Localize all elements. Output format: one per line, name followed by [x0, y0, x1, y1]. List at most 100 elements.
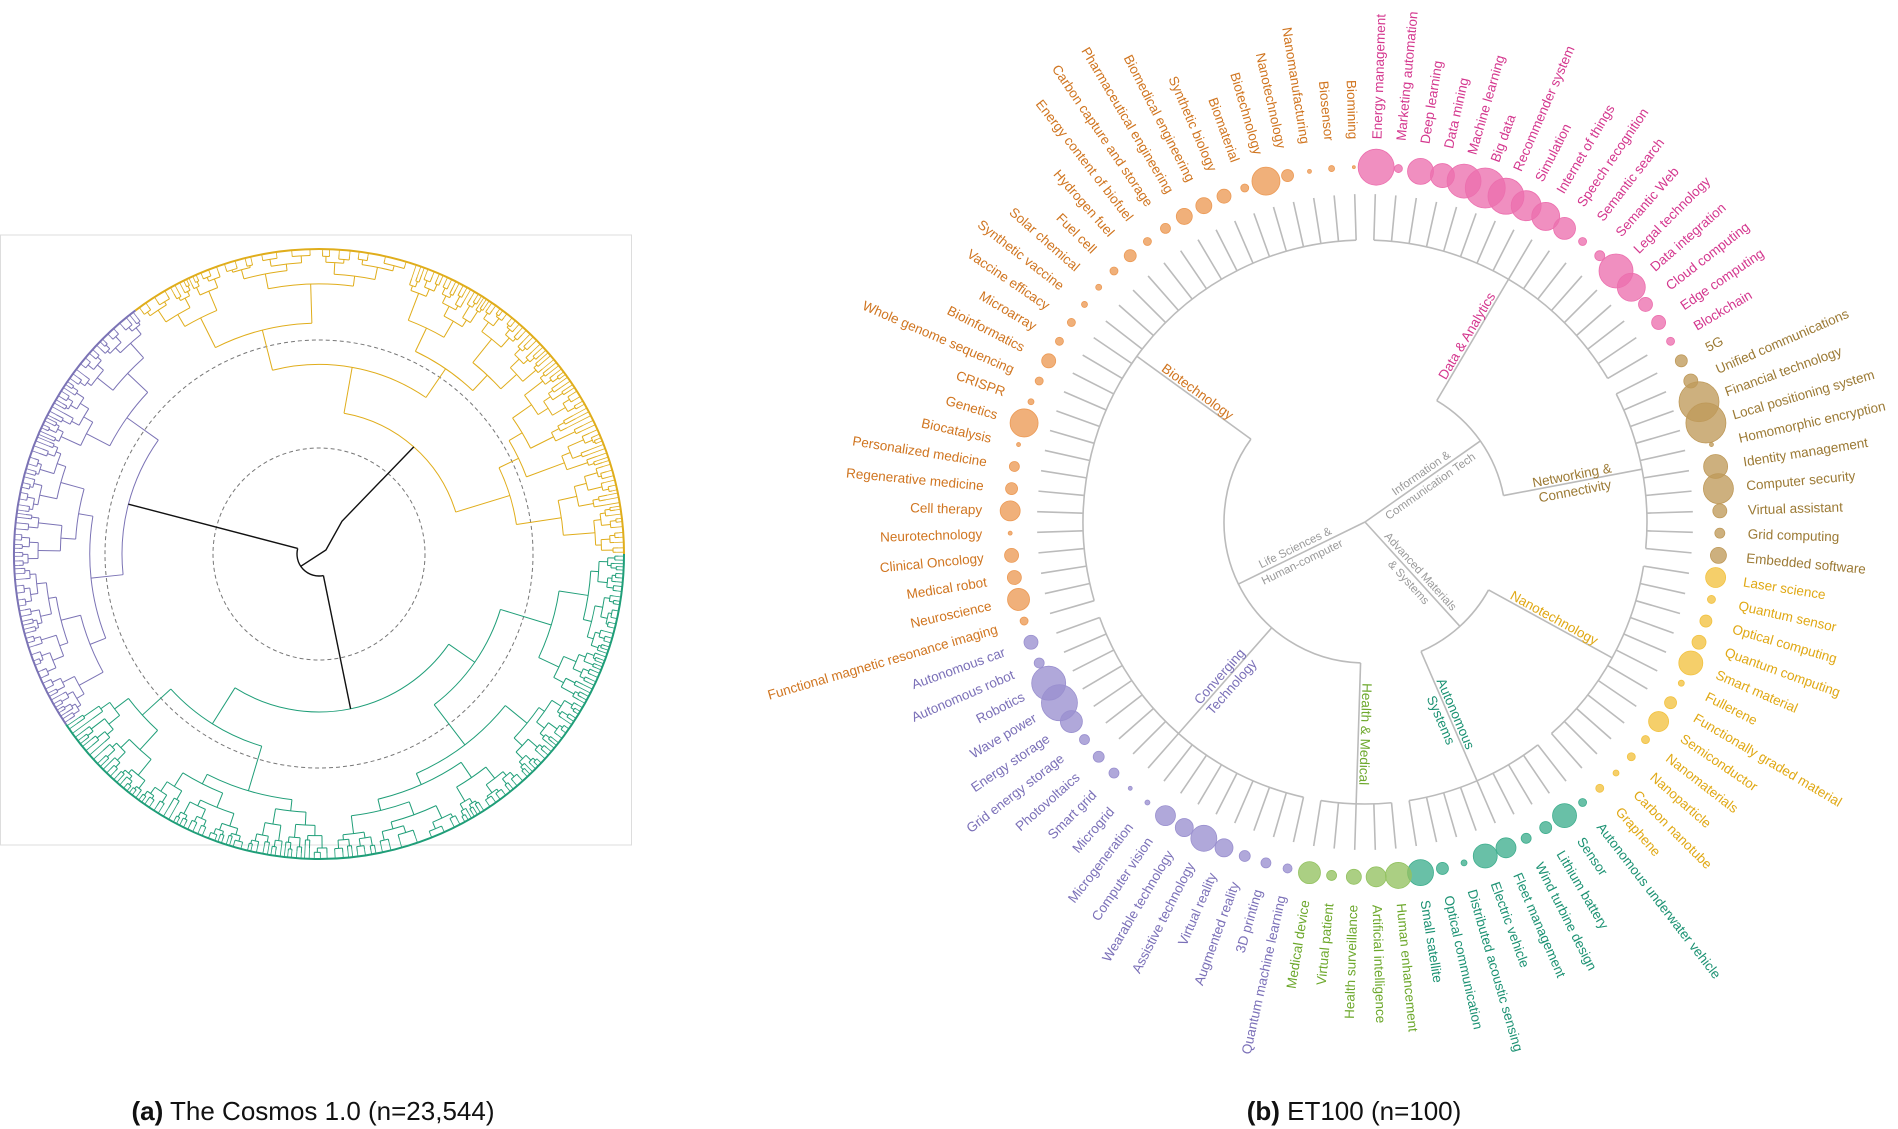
dendrogram-arc — [95, 355, 100, 360]
dendrogram-leaf-branch — [179, 282, 185, 291]
dendrogram-leaf-branch — [46, 417, 55, 422]
dendrogram-branch — [606, 586, 614, 589]
dendrogram-branch — [89, 637, 106, 645]
dendrogram-leaf-branch — [51, 693, 64, 701]
dendrogram-leaf-branch — [560, 374, 566, 379]
dendrogram-arc — [38, 464, 42, 475]
dendrogram-branch — [442, 283, 446, 288]
dendrogram-branch — [516, 334, 523, 341]
dendrogram-branch — [57, 463, 66, 468]
dendrogram-branch — [505, 329, 511, 335]
dendrogram-leaf-branch — [225, 837, 229, 845]
dendrogram-leaf-branch — [588, 682, 595, 686]
dendrogram-branch — [558, 495, 577, 501]
dendrogram-branch — [482, 308, 485, 311]
dendrogram-leaf-branch — [589, 678, 597, 683]
dendrogram-branch — [50, 435, 56, 439]
dendrogram-arc — [343, 412, 457, 513]
dendrogram-branch — [250, 839, 253, 844]
leaf-stub — [1037, 530, 1084, 534]
dendrogram-branch — [481, 321, 489, 332]
leaf-stub — [1425, 201, 1438, 247]
dendrogram-leaf-branch — [49, 410, 57, 415]
dendrogram-arc — [58, 431, 64, 442]
dendrogram-arc — [598, 496, 600, 502]
dendrogram-branch — [407, 293, 420, 321]
dendrogram-leaf-branch — [596, 660, 604, 665]
dendrogram-branch — [538, 707, 545, 712]
dendrogram-arc — [234, 643, 450, 713]
dendrogram-branch — [516, 773, 520, 778]
dendrogram-branch — [245, 263, 248, 267]
dendrogram-branch — [32, 469, 37, 473]
leaf-bubble — [1685, 402, 1727, 444]
leaf-stub — [1576, 304, 1612, 337]
leaf-bubble — [1005, 482, 1018, 495]
leaf-stub — [1105, 694, 1143, 724]
dendrogram-branch — [56, 414, 64, 419]
dendrogram-branch — [60, 537, 76, 540]
dendrogram-branch — [87, 730, 94, 736]
dendrogram-branch — [61, 696, 70, 702]
root-branch-purple — [128, 503, 298, 550]
dendrogram-leaf-branch — [28, 644, 36, 648]
dendrogram-branch — [429, 276, 433, 283]
dendrogram-leaf-branch — [37, 436, 50, 443]
dendrogram-leaf-branch — [35, 440, 49, 447]
dendrogram-branch — [87, 364, 94, 370]
dendrogram-arc — [210, 831, 218, 836]
leaf-bubble — [1008, 461, 1020, 472]
cluster-branch — [1177, 627, 1273, 735]
dendrogram-branch — [221, 831, 224, 835]
dendrogram-leaf-branch — [414, 835, 418, 843]
dendrogram-branch — [76, 392, 85, 399]
dendrogram-arc — [45, 668, 50, 675]
leaf-stub — [1093, 679, 1133, 708]
dendrogram-branch — [135, 327, 142, 335]
dendrogram-leaf-branch — [570, 390, 578, 396]
dendrogram-leaf-branch — [525, 769, 531, 775]
dendrogram-branch — [563, 532, 596, 536]
dendrogram-arc — [264, 822, 281, 826]
dendrogram-branch — [575, 431, 581, 435]
dendrogram-branch — [65, 407, 69, 410]
dendrogram-leaf-branch — [77, 735, 85, 742]
dendrogram-leaf-branch — [477, 297, 485, 308]
leaf-bubble — [1460, 859, 1468, 867]
dendrogram-leaf-branch — [304, 845, 306, 859]
dendrogram-leaf-branch — [582, 420, 594, 426]
dendrogram-branch — [582, 454, 589, 458]
leaf-bubble — [1298, 861, 1321, 885]
dendrogram-branch — [443, 320, 454, 338]
dendrogram-branch — [465, 808, 469, 813]
dendrogram-branch — [33, 483, 43, 486]
dendrogram-branch — [29, 618, 33, 621]
dendrogram-branch — [595, 656, 600, 660]
leaf-stub — [1408, 800, 1418, 847]
dendrogram-branch — [104, 737, 111, 743]
dendrogram-branch — [572, 454, 582, 459]
leaf-stub — [1038, 490, 1085, 497]
dendrogram-branch — [525, 351, 533, 358]
leaf-bubble — [1281, 169, 1294, 182]
leaf-stub — [1292, 797, 1305, 843]
dendrogram-branch — [156, 301, 160, 306]
dendrogram-branch — [25, 513, 32, 516]
dendrogram-leaf-branch — [416, 266, 422, 277]
leaf-bubble — [1238, 850, 1251, 862]
dendrogram-branch — [225, 268, 228, 272]
dendrogram-arc — [608, 595, 611, 602]
dendrogram-leaf-branch — [262, 843, 266, 854]
dendrogram-branch — [533, 364, 538, 369]
dendrogram-arc — [572, 654, 580, 669]
dendrogram-branch — [127, 373, 149, 393]
dendrogram-branch — [209, 273, 212, 277]
dendrogram-branch — [604, 508, 611, 511]
dendrogram-branch — [49, 441, 55, 445]
leaf-stub — [1044, 449, 1090, 462]
dendrogram-branch — [361, 259, 364, 265]
dendrogram-leaf-branch — [157, 805, 164, 814]
dendrogram-branch — [67, 691, 74, 696]
dendrogram-branch — [387, 839, 390, 842]
cluster-branch — [1136, 355, 1252, 440]
